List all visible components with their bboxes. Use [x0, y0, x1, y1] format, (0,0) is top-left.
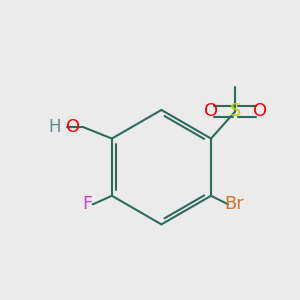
Text: S: S	[230, 102, 241, 120]
Text: Br: Br	[225, 195, 244, 213]
Text: O: O	[204, 102, 218, 120]
Text: O: O	[253, 102, 267, 120]
Text: O: O	[65, 118, 80, 136]
Text: H: H	[48, 118, 60, 136]
Text: F: F	[82, 195, 93, 213]
